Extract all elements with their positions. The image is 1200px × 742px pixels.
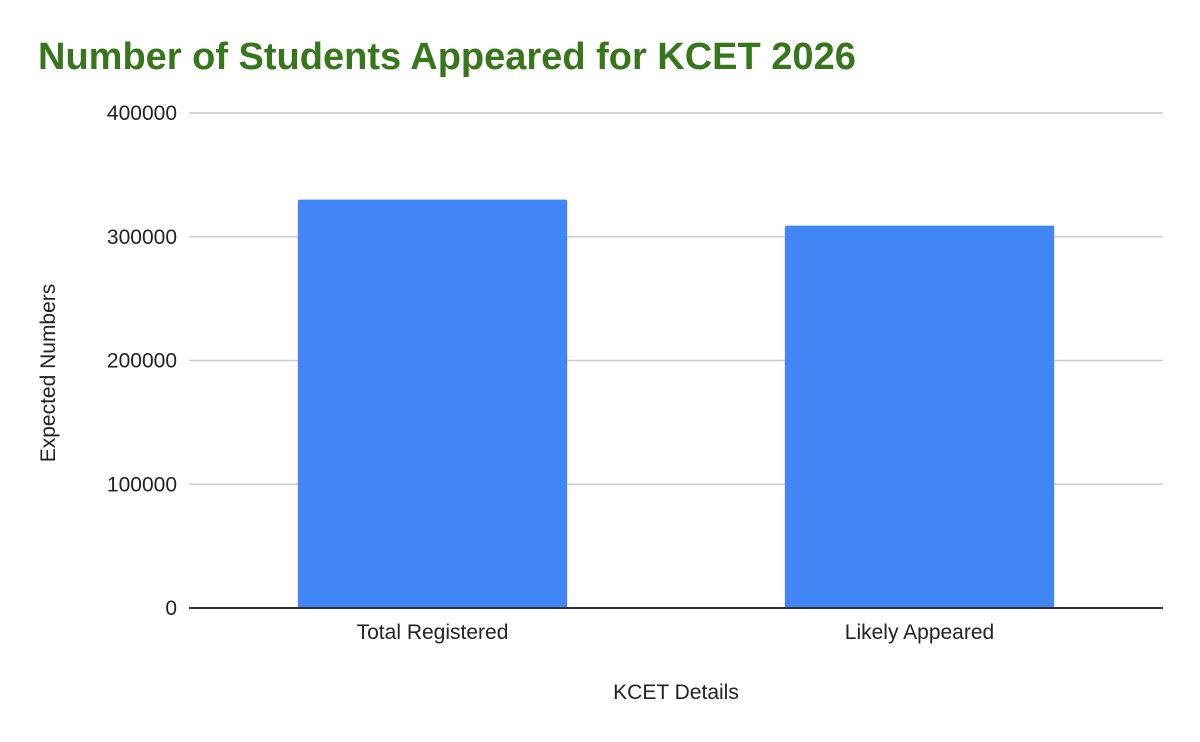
y-tick-label: 0	[165, 597, 177, 620]
x-axis-ticks: Total Registered Likely Appeared	[357, 621, 995, 644]
y-tick-label: 300000	[107, 226, 177, 249]
bar	[297, 199, 568, 608]
y-tick-label: 200000	[107, 350, 177, 373]
x-tick-label: Likely Appeared	[845, 621, 994, 644]
y-axis-title: Expected Numbers	[37, 284, 60, 463]
chart-title: Number of Students Appeared for KCET 202…	[38, 36, 856, 78]
bars	[297, 199, 1055, 609]
y-tick-label: 400000	[107, 102, 177, 125]
y-axis-ticks: 0 100000 200000 300000 400000	[107, 102, 177, 620]
y-tick-label: 100000	[107, 473, 177, 496]
x-tick-label: Total Registered	[357, 621, 509, 644]
x-axis-title: KCET Details	[613, 681, 739, 704]
bar	[784, 225, 1055, 609]
